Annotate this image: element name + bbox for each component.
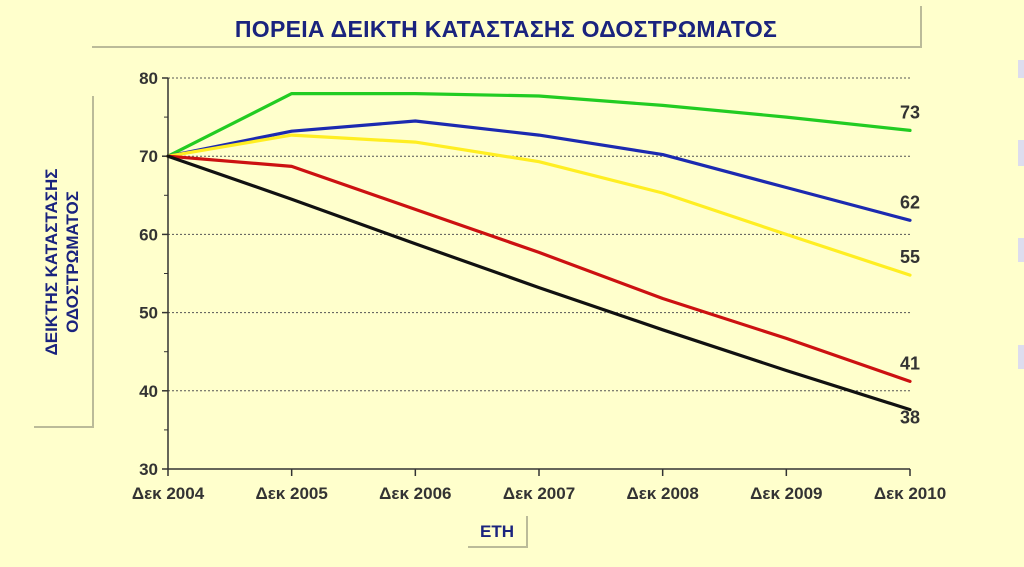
x-axis-label-box: ΕΤΗ xyxy=(468,516,528,548)
y-tick-label: 80 xyxy=(139,69,158,88)
chart-title: ΠΟΡΕΙΑ ΔΕΙΚΤΗ ΚΑΤΑΣΤΑΣΗΣ ΟΔΟΣΤΡΩΜΑΤΟΣ xyxy=(234,16,778,42)
series-line-2 xyxy=(166,133,912,277)
edge-decoration xyxy=(1018,60,1024,78)
end-value-label: 41 xyxy=(900,353,920,373)
x-tick-label: Δεκ 2009 xyxy=(750,484,822,503)
end-value-label: 62 xyxy=(900,192,920,212)
end-value-label: 38 xyxy=(900,408,920,428)
y-tick-label: 30 xyxy=(139,460,158,479)
x-tick-label: Δεκ 2007 xyxy=(503,484,575,503)
series-line-0 xyxy=(166,91,912,158)
y-axis-label-box xyxy=(34,96,94,428)
x-axis-label: ΕΤΗ xyxy=(480,522,514,541)
end-value-label: 73 xyxy=(900,102,920,122)
series-line-4 xyxy=(166,154,912,412)
edge-decoration xyxy=(1018,238,1024,262)
y-tick-label: 70 xyxy=(139,147,158,166)
x-tick-label: Δεκ 2010 xyxy=(874,484,946,503)
x-tick-label: Δεκ 2005 xyxy=(256,484,328,503)
series-line-1 xyxy=(166,119,912,222)
series-line-3 xyxy=(166,154,912,383)
y-tick-label: 50 xyxy=(139,304,158,323)
x-tick-label: Δεκ 2006 xyxy=(379,484,451,503)
title-box: ΠΟΡΕΙΑ ΔΕΙΚΤΗ ΚΑΤΑΣΤΑΣΗΣ ΟΔΟΣΤΡΩΜΑΤΟΣ xyxy=(92,6,922,48)
edge-decoration xyxy=(1018,345,1024,369)
y-tick-label: 40 xyxy=(139,382,158,401)
y-tick-label: 60 xyxy=(139,225,158,244)
edge-decoration xyxy=(1018,140,1024,166)
end-value-label: 55 xyxy=(900,247,920,267)
x-tick-label: Δεκ 2004 xyxy=(132,484,205,503)
x-tick-label: Δεκ 2008 xyxy=(627,484,699,503)
